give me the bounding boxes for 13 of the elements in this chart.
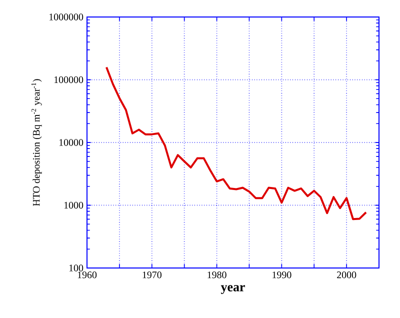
y-tick-label: 1000000 (49, 14, 84, 20)
y-axis-title: HTO deposition (Bq m$^{-2}$ year$^{-1}$) (31, 79, 42, 206)
x-tick-label: 1970 (142, 272, 162, 278)
x-tick-label: 1960 (78, 272, 97, 278)
y-tick-label: 10000 (59, 139, 84, 146)
y-tick-label: 100000 (54, 76, 84, 84)
y-tick-label: 100 (69, 264, 84, 272)
line-series (105, 66, 368, 220)
y-tick-label: 1000 (64, 202, 84, 209)
x-tick-label: 2000 (337, 272, 356, 278)
x-tick-label: 1980 (208, 272, 226, 278)
x-tick-label: 1990 (272, 272, 292, 278)
x-axis-title: year (220, 285, 245, 294)
